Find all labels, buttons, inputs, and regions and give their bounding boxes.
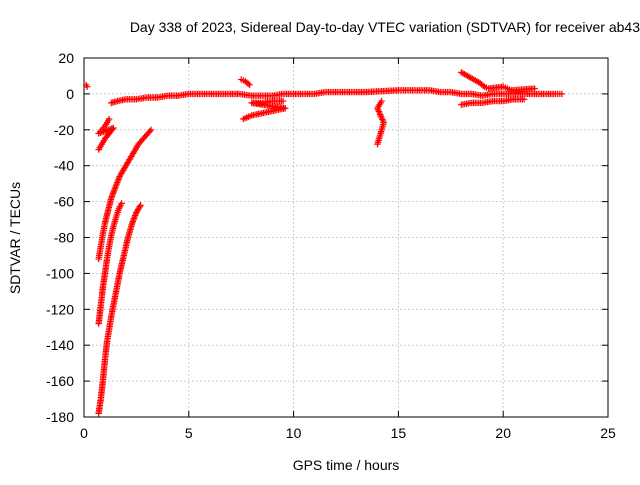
x-tick-label-5: 5 — [185, 425, 193, 441]
series-dip-track-2 — [95, 200, 125, 327]
point-dip-track-3-12 — [137, 201, 144, 209]
series-early-short-tracks — [82, 81, 117, 153]
series-dip-track-1 — [95, 126, 155, 263]
points-layer — [82, 69, 566, 417]
series-hour-14-tracks — [374, 97, 387, 148]
ticks-layer — [83, 57, 609, 418]
x-tick-label-0: 0 — [80, 425, 88, 441]
y-tick-label--80: -80 — [54, 230, 74, 246]
point-lower-band-segments-16 — [520, 96, 528, 103]
y-tick-label--160: -160 — [46, 373, 74, 389]
chart-title: Day 338 of 2023, Sidereal Day-to-day VTE… — [130, 19, 640, 35]
point-upper-spikes-1-fill-2 — [244, 80, 252, 87]
x-tick-label-15: 15 — [391, 425, 407, 441]
tick-labels-layer: 0 5 10 15 20 25 20 0 -20 -40 -60 -80 -100 -120 -140 -16… — [46, 50, 616, 441]
point-hour-14-tracks-9 — [378, 97, 385, 105]
x-tick-label-10: 10 — [286, 425, 302, 441]
series-lower-band-segments — [240, 96, 528, 123]
y-tick-label--180: -180 — [46, 409, 74, 425]
y-tick-label--20: -20 — [54, 122, 74, 138]
y-tick-label-0: 0 — [66, 86, 74, 102]
y-tick-label--40: -40 — [54, 158, 74, 174]
y-axis-label: SDTVAR / TECUs — [7, 182, 23, 294]
y-tick-label--60: -60 — [54, 194, 74, 210]
point-upper-spikes-6-fill-2 — [479, 82, 487, 89]
y-tick-label--120: -120 — [46, 301, 74, 317]
series-main-band — [108, 87, 566, 107]
x-tick-label-25: 25 — [600, 425, 616, 441]
x-axis-label: GPS time / hours — [293, 457, 400, 473]
point-early-short-tracks-1 — [83, 83, 91, 90]
point-dip-track-1-11-fill-4 — [146, 128, 154, 135]
series-upper-spikes — [238, 69, 538, 94]
point-early-short-tracks-12 — [105, 115, 113, 123]
series-dip-track-3 — [95, 201, 144, 417]
y-tick-label-20: 20 — [58, 50, 74, 66]
x-tick-label-20: 20 — [495, 425, 511, 441]
y-tick-label--140: -140 — [46, 337, 74, 353]
point-dip-track-3-11-fill-4 — [136, 203, 143, 210]
point-dip-track-2-11 — [118, 200, 125, 207]
point-main-band-42 — [558, 90, 566, 98]
y-tick-label--100: -100 — [46, 265, 74, 281]
point-dip-track-1-12 — [147, 126, 155, 133]
point-upper-spikes-2 — [246, 81, 253, 89]
point-lower-band-segments-9 — [279, 97, 287, 105]
point-upper-spikes-12 — [531, 85, 538, 92]
